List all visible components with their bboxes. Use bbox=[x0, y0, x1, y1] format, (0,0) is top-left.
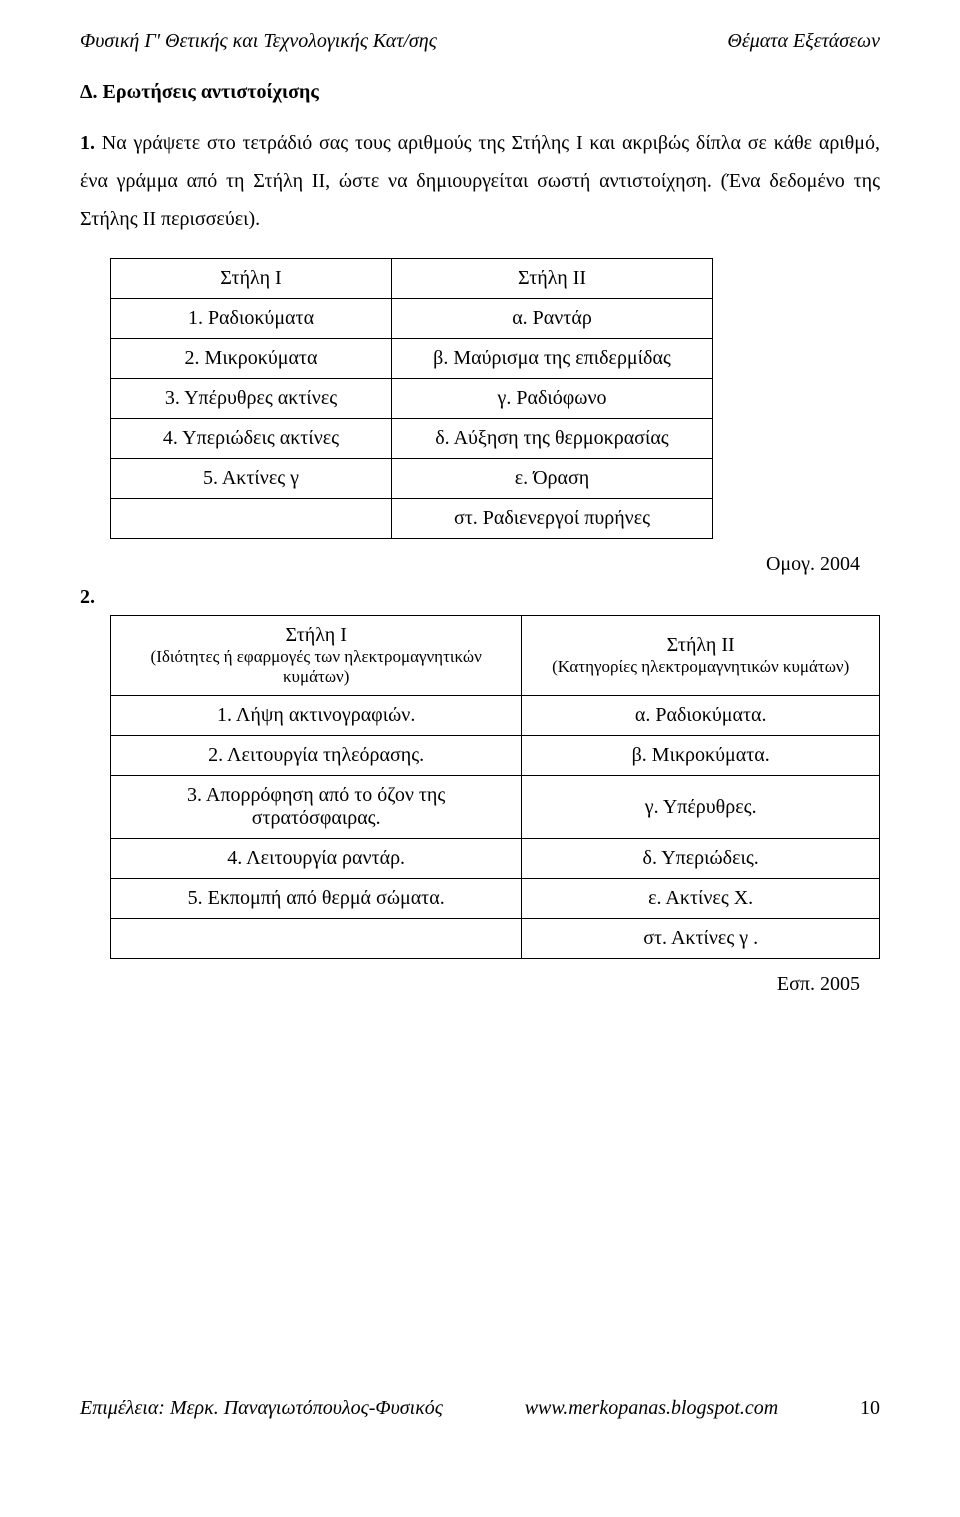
header-left: Φυσική Γ' Θετικής και Τεχνολογικής Κατ/σ… bbox=[80, 30, 437, 53]
table2-cell: ε. Ακτίνες Χ. bbox=[522, 879, 880, 919]
question-2-line: 2. bbox=[80, 586, 880, 609]
footer-mid: www.merkopanas.blogspot.com bbox=[525, 1397, 779, 1420]
header-right: Θέματα Εξετάσεων bbox=[727, 30, 880, 53]
table2-cell: 1. Λήψη ακτινογραφιών. bbox=[111, 696, 522, 736]
table1-cell: στ. Ραδιενεργοί πυρήνες bbox=[392, 499, 713, 539]
footer-page-number: 10 bbox=[860, 1397, 880, 1420]
matching-table-1: Στήλη Ι Στήλη ΙΙ 1. Ραδιοκύματαα. Ραντάρ… bbox=[110, 258, 713, 539]
table1-cell: 5. Ακτίνες γ bbox=[111, 459, 392, 499]
question-1-text: 1. Να γράψετε στο τετράδιό σας τους αριθ… bbox=[80, 124, 880, 238]
question-1-body: Να γράψετε στο τετράδιό σας τους αριθμού… bbox=[80, 132, 880, 230]
table1-cell bbox=[111, 499, 392, 539]
table2-cell: δ. Υπεριώδεις. bbox=[522, 839, 880, 879]
table2-cell: β. Μικροκύματα. bbox=[522, 736, 880, 776]
question-1-number: 1. bbox=[80, 132, 95, 154]
table1-cell: 1. Ραδιοκύματα bbox=[111, 299, 392, 339]
matching-table-2: Στήλη Ι (Ιδιότητες ή εφαρμογές των ηλεκτ… bbox=[110, 615, 880, 959]
table1-cell: δ. Αύξηση της θερμοκρασίας bbox=[392, 419, 713, 459]
footer-left: Επιμέλεια: Μερκ. Παναγιωτόπουλος-Φυσικός bbox=[80, 1397, 443, 1420]
table2-cell bbox=[111, 919, 522, 959]
page-header: Φυσική Γ' Θετικής και Τεχνολογικής Κατ/σ… bbox=[80, 30, 880, 53]
table2-cell: α. Ραδιοκύματα. bbox=[522, 696, 880, 736]
question-2-number: 2. bbox=[80, 586, 104, 609]
table1-cell: ε. Όραση bbox=[392, 459, 713, 499]
citation-2: Εσπ. 2005 bbox=[80, 973, 860, 996]
table1-cell: 4. Υπεριώδεις ακτίνες bbox=[111, 419, 392, 459]
page: Φυσική Γ' Θετικής και Τεχνολογικής Κατ/σ… bbox=[40, 0, 920, 1440]
table1-cell: β. Μαύρισμα της επιδερμίδας bbox=[392, 339, 713, 379]
table2-head2-title: Στήλη ΙΙ bbox=[532, 634, 869, 657]
table1-cell: α. Ραντάρ bbox=[392, 299, 713, 339]
table1-cell: γ. Ραδιόφωνο bbox=[392, 379, 713, 419]
table2-head2-sub: (Κατηγορίες ηλεκτρομαγνητικών κυμάτων) bbox=[532, 657, 869, 677]
table2-cell: γ. Υπέρυθρες. bbox=[522, 776, 880, 839]
section-title: Δ. Ερωτήσεις αντιστοίχισης bbox=[80, 81, 880, 104]
table2-head1-title: Στήλη Ι bbox=[121, 624, 511, 647]
table2-head-col1: Στήλη Ι (Ιδιότητες ή εφαρμογές των ηλεκτ… bbox=[111, 616, 522, 696]
table2-cell: 2. Λειτουργία τηλεόρασης. bbox=[111, 736, 522, 776]
table1-head-col2: Στήλη ΙΙ bbox=[392, 259, 713, 299]
table1-cell: 2. Μικροκύματα bbox=[111, 339, 392, 379]
table2-cell: στ. Ακτίνες γ . bbox=[522, 919, 880, 959]
table2-head-col2: Στήλη ΙΙ (Κατηγορίες ηλεκτρομαγνητικών κ… bbox=[522, 616, 880, 696]
table2-cell: 3. Απορρόφηση από το όζον της στρατόσφαι… bbox=[111, 776, 522, 839]
table2-cell: 5. Εκπομπή από θερμά σώματα. bbox=[111, 879, 522, 919]
table2-cell: 4. Λειτουργία ραντάρ. bbox=[111, 839, 522, 879]
citation-1: Ομογ. 2004 bbox=[80, 553, 860, 576]
page-footer: Επιμέλεια: Μερκ. Παναγιωτόπουλος-Φυσικός… bbox=[80, 1397, 880, 1420]
table1-cell: 3. Υπέρυθρες ακτίνες bbox=[111, 379, 392, 419]
table2-head1-sub: (Ιδιότητες ή εφαρμογές των ηλεκτρομαγνητ… bbox=[121, 647, 511, 687]
table1-head-col1: Στήλη Ι bbox=[111, 259, 392, 299]
